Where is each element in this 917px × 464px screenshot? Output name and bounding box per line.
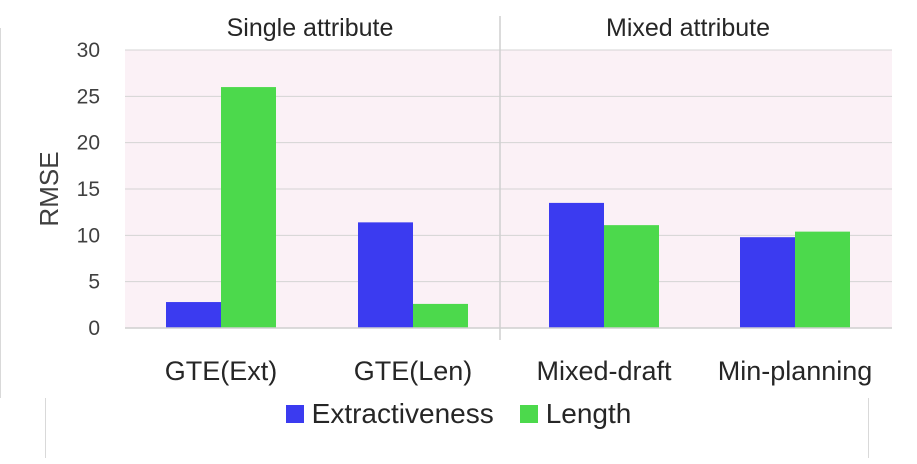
legend: Extractiveness Length	[0, 398, 917, 430]
group-label: Mixed attribute	[606, 14, 770, 42]
y-tick-label: 25	[77, 85, 100, 108]
y-tick-label: 5	[88, 271, 100, 294]
legend-item-extractiveness: Extractiveness	[285, 398, 494, 430]
bar-length-min-planning	[795, 231, 850, 328]
group-label: Single attribute	[227, 14, 394, 42]
y-tick-label: 15	[77, 178, 100, 201]
x-tick-label: GTE(Ext)	[165, 356, 278, 386]
legend-swatch-extractiveness	[285, 405, 304, 423]
x-tick-label: GTE(Len)	[354, 356, 473, 386]
bar-length-gte-ext-	[221, 87, 276, 328]
legend-right-border	[868, 398, 869, 458]
legend-label-length: Length	[545, 398, 632, 429]
legend-left-border	[45, 398, 46, 458]
y-tick-label: 30	[77, 39, 100, 62]
bar-extractiveness-gte-ext-	[166, 302, 221, 328]
bar-extractiveness-mixed-draft	[549, 202, 604, 328]
bar-extractiveness-gte-len-	[358, 222, 413, 328]
legend-item-length: Length	[519, 398, 632, 430]
y-tick-label: 0	[88, 317, 100, 340]
bar-length-gte-len-	[413, 303, 468, 328]
y-axis-label: RMSE	[34, 151, 64, 226]
legend-label-extractiveness: Extractiveness	[311, 398, 494, 429]
y-tick-label: 20	[77, 132, 100, 155]
bar-extractiveness-min-planning	[740, 237, 795, 328]
y-tick-label: 10	[77, 224, 100, 247]
x-tick-label: Min-planning	[718, 356, 873, 386]
x-tick-label: Mixed-draft	[536, 356, 672, 386]
bar-length-mixed-draft	[604, 225, 659, 328]
legend-swatch-length	[519, 405, 538, 423]
left-border-line	[0, 28, 1, 398]
